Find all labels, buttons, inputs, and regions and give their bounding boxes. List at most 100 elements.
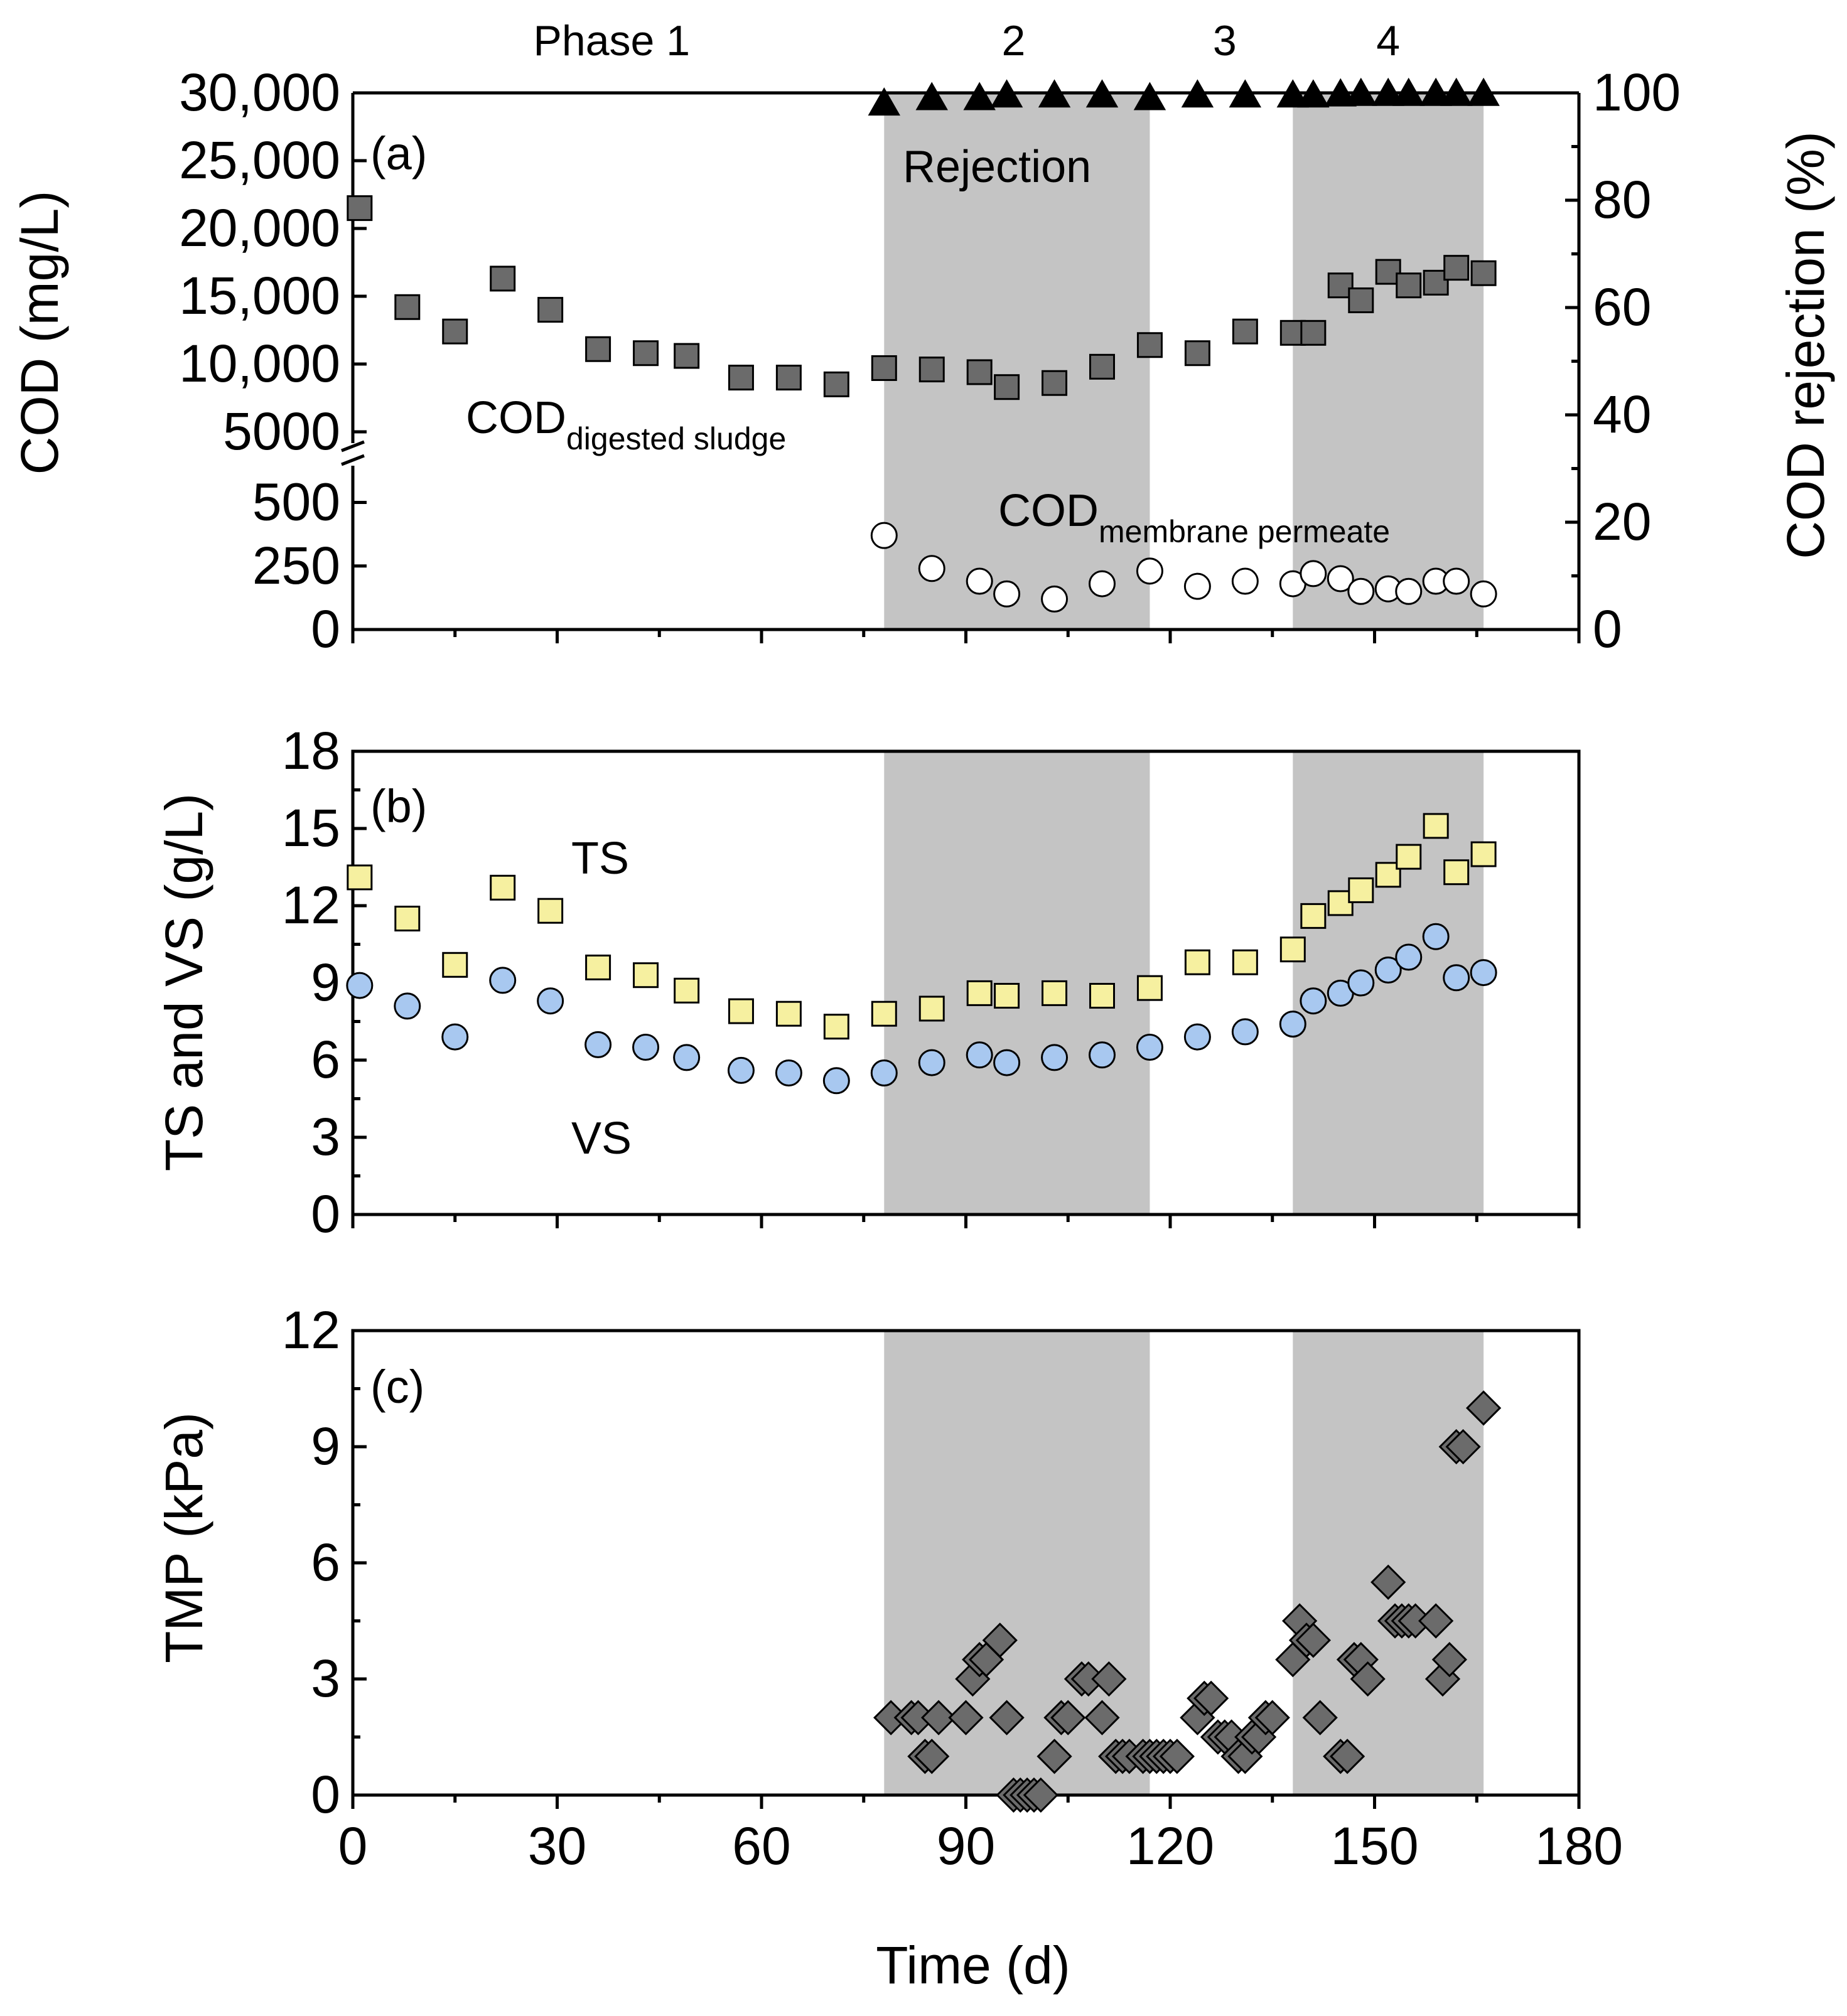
tmp-point-62: [1431, 1642, 1467, 1678]
ts-point-3: [490, 874, 516, 901]
cod-membrane-permeate-point-4: [1041, 585, 1069, 613]
tmp-point-54: [1350, 1661, 1386, 1697]
vs-point-19: [1231, 1018, 1259, 1046]
tsvs-tick-label-12: 12: [282, 876, 340, 935]
ts-point-9: [775, 1000, 802, 1027]
ts-point-27: [1443, 859, 1470, 886]
cod-digested-sludge-annotation: CODdigested sludge: [466, 393, 786, 456]
phase-label-2: 2: [1002, 17, 1026, 65]
cod-digested-sludge-point-17: [1136, 332, 1163, 358]
cod-lower-tick-label-0: 0: [311, 599, 340, 658]
tmp-point-64: [1445, 1429, 1481, 1465]
cod-upper-tick-label-25000: 25,000: [179, 131, 340, 190]
cod-digested-sludge-point-13: [966, 359, 993, 385]
ts-vs-y-axis-title: TS and VS (g/L): [154, 793, 213, 1171]
ts-point-13: [966, 980, 993, 1006]
cod-digested-sludge-point-1: [394, 294, 421, 320]
ts-point-25: [1396, 844, 1422, 870]
tmp-point-55: [1370, 1564, 1406, 1600]
cod-upper-tick-label-20000: 20,000: [179, 198, 340, 257]
cod-membrane-permeate-point-6: [1136, 557, 1163, 585]
tmp-tick-label-3: 3: [311, 1649, 340, 1708]
axis-ticks: 0 30 60 90 120 150 180500010,00015,00020,00025…: [179, 63, 1681, 1875]
tmp-point-10: [982, 1622, 1018, 1658]
ts-point-0: [347, 864, 373, 891]
vs-point-4: [537, 987, 564, 1015]
cod-digested-sludge-point-22: [1327, 272, 1354, 299]
cod-permeate-sub: membrane permeate: [1099, 514, 1390, 549]
cod-membrane-permeate-point-11: [1327, 565, 1354, 592]
rejection-point-17: [1467, 77, 1500, 106]
cod-membrane-permeate-point-5: [1089, 570, 1116, 598]
tsvs-tick-label-3: 3: [311, 1107, 340, 1166]
tmp-point-35: [1193, 1680, 1229, 1716]
cod-digested-sludge-point-5: [585, 336, 611, 362]
vs-point-12: [918, 1049, 945, 1076]
cod-membrane-permeate-point-2: [966, 567, 993, 595]
ts-point-19: [1232, 949, 1258, 975]
cod-digested-sub: digested sludge: [566, 421, 786, 456]
cod-lower-tick-label-500: 500: [252, 473, 340, 532]
tmp-point-44: [1254, 1700, 1290, 1735]
gap-b-c: [352, 1216, 1580, 1329]
tmp-point-5: [920, 1700, 957, 1735]
tmp-tick-label-6: 6: [311, 1533, 340, 1592]
vs-point-11: [870, 1059, 898, 1086]
tsvs-tick-label-6: 6: [311, 1030, 340, 1089]
cod-digested-sludge-point-14: [994, 374, 1020, 400]
cod-membrane-permeate-point-8: [1231, 567, 1259, 595]
vs-point-17: [1136, 1034, 1163, 1061]
x-tick-label-0: 0: [338, 1816, 368, 1875]
tsvs-tick-label-0: 0: [311, 1184, 340, 1243]
vs-point-14: [993, 1049, 1021, 1076]
shaded-phase-band-2: [1293, 93, 1484, 1795]
cod-upper-tick-label-10000: 10,000: [179, 334, 340, 393]
cod-digested-sludge-point-23: [1348, 287, 1374, 313]
ts-point-8: [728, 998, 754, 1024]
ts-point-12: [918, 995, 945, 1022]
cod-digested-sludge-point-2: [442, 318, 468, 345]
tmp-point-60: [1418, 1603, 1454, 1639]
vs-annotation: VS: [571, 1113, 632, 1164]
tmp-tick-label-9: 9: [311, 1417, 340, 1476]
rejection-point-13: [1372, 77, 1404, 106]
ts-point-16: [1089, 983, 1115, 1009]
cod-digested-sludge-point-8: [728, 365, 754, 391]
rejection-point-6: [1133, 82, 1166, 110]
tmp-point-4: [914, 1739, 950, 1774]
vs-point-5: [584, 1031, 612, 1058]
cod-digested-main: COD: [466, 393, 566, 443]
tmp-point-11: [989, 1700, 1025, 1735]
vs-point-7: [673, 1044, 701, 1071]
rejection-point-16: [1440, 77, 1473, 106]
cod-digested-sludge-point-24: [1375, 259, 1401, 285]
ts-point-6: [633, 962, 659, 989]
phase-label-4: 4: [1376, 17, 1400, 65]
vs-point-8: [727, 1056, 755, 1084]
tsvs-tick-label-9: 9: [311, 953, 340, 1012]
x-tick-label-180: 180: [1535, 1816, 1623, 1875]
vs-point-9: [775, 1059, 802, 1086]
ts-point-28: [1470, 841, 1497, 867]
ts-point-18: [1184, 949, 1210, 975]
tmp-point-17: [1037, 1739, 1072, 1774]
tmp-point-49: [1302, 1700, 1338, 1735]
cod-digested-sludge-point-27: [1443, 255, 1470, 281]
tsvs-tick-label-15: 15: [282, 798, 340, 857]
ts-point-2: [442, 952, 468, 978]
cod-upper-tick-label-15000: 15,000: [179, 266, 340, 325]
cod-membrane-permeate-point-1: [918, 555, 945, 582]
rejection-y-axis-title: COD rejection (%): [1776, 131, 1835, 559]
cod-digested-sludge-point-21: [1300, 319, 1327, 346]
rejection-tick-label-40: 40: [1593, 385, 1651, 444]
panel-label-b: (b): [370, 780, 427, 832]
ts-point-24: [1375, 862, 1401, 888]
rejection-point-9: [1276, 79, 1310, 108]
cod-membrane-permeate-point-16: [1443, 567, 1470, 595]
ts-point-14: [994, 983, 1020, 1009]
vs-point-20: [1279, 1011, 1306, 1038]
vs-point-0: [346, 972, 374, 999]
ts-point-4: [537, 898, 564, 924]
cod-digested-sludge-point-11: [871, 355, 897, 381]
tmp-point-6: [948, 1700, 984, 1735]
